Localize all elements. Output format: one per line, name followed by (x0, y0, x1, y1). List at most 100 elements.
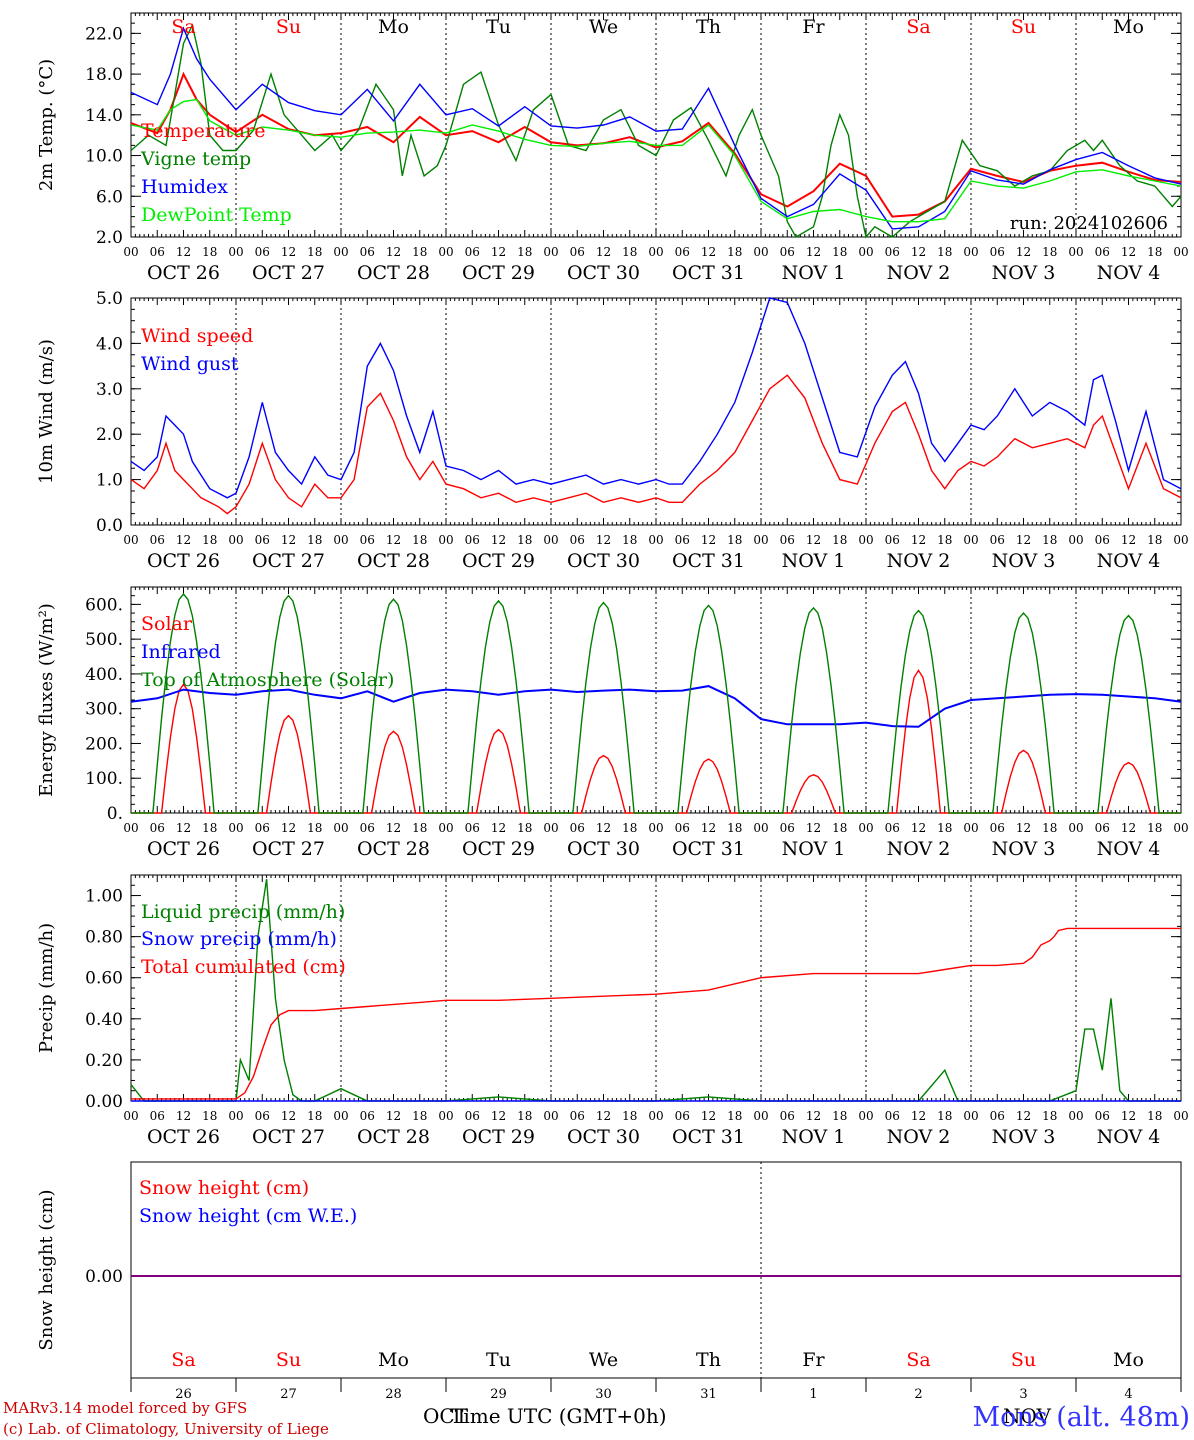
hour-tick-label: 00 (1173, 821, 1188, 835)
hour-tick-label: 06 (360, 1109, 375, 1123)
date-label: NOV 1 (782, 550, 846, 572)
y-axis-title: 10m Wind (m/s) (36, 339, 57, 484)
date-label: NOV 4 (1097, 838, 1161, 860)
hour-tick-label: 12 (281, 1109, 296, 1123)
hour-tick-label: 12 (911, 245, 926, 259)
y-tick-label: 500. (85, 630, 123, 650)
hour-tick-label: 00 (963, 245, 978, 259)
hour-tick-label: 00 (123, 245, 138, 259)
hour-tick-label: 00 (963, 533, 978, 547)
hour-tick-label: 00 (333, 1109, 348, 1123)
y-tick-label: 400. (85, 665, 123, 685)
legend-entry: Snow height (cm) (139, 1177, 309, 1199)
plot-frame (130, 297, 1182, 526)
hour-tick-label: 12 (281, 821, 296, 835)
hour-tick-label: 06 (780, 821, 795, 835)
footer: MARv3.14 model forced by GFS (c) Lab. of… (3, 1399, 1190, 1438)
weekday-label: Mo (1113, 1349, 1144, 1371)
hour-tick-label: 00 (753, 533, 768, 547)
date-label: OCT 31 (672, 550, 745, 572)
hour-tick-label: 18 (727, 821, 742, 835)
date-label: OCT 29 (462, 838, 535, 860)
y-tick-label: 2.0 (96, 228, 123, 248)
hour-tick-label: 12 (386, 821, 401, 835)
date-label: OCT 28 (357, 1126, 430, 1148)
bottom-month-label: NOV (1003, 1404, 1052, 1428)
hour-tick-label: 12 (1121, 1109, 1136, 1123)
hour-tick-label: 18 (517, 533, 532, 547)
legend-entry: Total cumulated (cm) (141, 956, 346, 978)
bottom-day-number: 29 (490, 1387, 507, 1402)
weekday-label: Sa (171, 1349, 195, 1371)
date-label: OCT 30 (567, 1126, 640, 1148)
series-line-0 (130, 71, 1182, 218)
bottom-day-number: 2 (914, 1387, 922, 1402)
hour-tick-label: 12 (1016, 533, 1031, 547)
y-tick-label: 1.00 (85, 887, 123, 907)
hour-tick-label: 12 (596, 1109, 611, 1123)
hour-tick-label: 00 (228, 1109, 243, 1123)
hour-tick-label: 06 (675, 1109, 690, 1123)
y-tick-label: 4.0 (96, 334, 123, 354)
hour-tick-label: 00 (1173, 533, 1188, 547)
hour-tick-label: 18 (832, 821, 847, 835)
date-label: NOV 1 (782, 1126, 846, 1148)
hour-tick-label: 12 (176, 821, 191, 835)
hour-tick-label: 18 (1042, 245, 1057, 259)
weekday-label: Sa (171, 16, 195, 38)
y-tick-label: 22.0 (85, 24, 123, 44)
hour-tick-label: 18 (412, 533, 427, 547)
y-tick-label: 14.0 (85, 106, 123, 126)
y-axis-title: Energy fluxes (W/m²) (36, 603, 57, 797)
hour-tick-label: 00 (333, 821, 348, 835)
y-tick-label: 0. (107, 804, 123, 824)
hour-tick-label: 12 (806, 533, 821, 547)
hour-tick-label: 00 (1173, 245, 1188, 259)
date-label: NOV 3 (992, 838, 1056, 860)
hour-tick-label: 18 (412, 1109, 427, 1123)
series-line-2 (130, 26, 1182, 230)
legend-entry: Infrared (141, 641, 221, 663)
date-label: OCT 28 (357, 838, 430, 860)
hour-tick-label: 18 (622, 245, 637, 259)
hour-tick-label: 18 (727, 245, 742, 259)
hour-tick-label: 06 (570, 533, 585, 547)
weekday-label: Fr (802, 16, 825, 38)
y-tick-label: 600. (85, 595, 123, 615)
hour-tick-label: 00 (648, 533, 663, 547)
hour-tick-label: 06 (780, 245, 795, 259)
y-axis-title: Snow height (cm) (36, 1189, 57, 1350)
hour-tick-label: 18 (517, 821, 532, 835)
weekday-label: We (589, 16, 618, 38)
hour-tick-label: 06 (150, 1109, 165, 1123)
hour-tick-label: 18 (937, 245, 952, 259)
date-label: OCT 28 (357, 550, 430, 572)
hour-tick-label: 06 (990, 821, 1005, 835)
date-label: NOV 4 (1097, 1126, 1161, 1148)
hour-tick-label: 06 (675, 245, 690, 259)
date-label: NOV 1 (782, 262, 846, 284)
hour-tick-label: 18 (202, 533, 217, 547)
hour-tick-label: 12 (1016, 821, 1031, 835)
hour-tick-label: 18 (937, 533, 952, 547)
hour-tick-label: 06 (360, 821, 375, 835)
hour-tick-label: 00 (438, 533, 453, 547)
y-tick-label: 10.0 (85, 147, 123, 167)
hour-tick-label: 06 (990, 245, 1005, 259)
weekday-label: Su (1011, 16, 1036, 38)
y-tick-label: 0.20 (85, 1051, 123, 1071)
date-label: OCT 29 (462, 262, 535, 284)
hour-tick-label: 12 (281, 245, 296, 259)
hour-tick-label: 00 (963, 821, 978, 835)
panel-snow: 0.00 Snow height (cm) Snow height (cm) Snow… (36, 1161, 1182, 1428)
date-label: OCT 28 (357, 262, 430, 284)
date-label: NOV 4 (1097, 262, 1161, 284)
hour-tick-label: 06 (360, 245, 375, 259)
weekday-label: Su (276, 1349, 301, 1371)
footer-lab-credit: (c) Lab. of Climatology, University of L… (3, 1420, 329, 1438)
hour-tick-label: 18 (517, 245, 532, 259)
series-line-1 (130, 297, 1182, 499)
hour-tick-label: 06 (150, 533, 165, 547)
hour-tick-label: 18 (202, 1109, 217, 1123)
legend-entry: Temperature (141, 120, 265, 142)
